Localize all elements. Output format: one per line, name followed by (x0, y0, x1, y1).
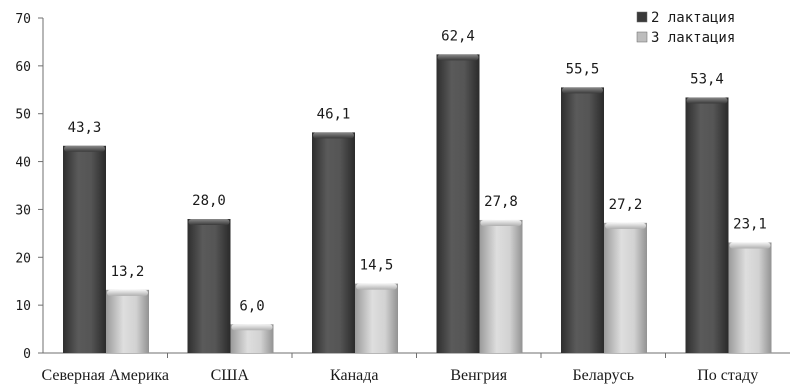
data-labels-layer: 43,3 28,0 46,1 62,4 55,5 53,4 13,2 6,0 14,5 27,8 2… (68, 28, 767, 314)
data-label: 13,2 (111, 264, 145, 280)
bar-body (685, 97, 729, 353)
bar-cap (686, 97, 728, 104)
bar-lactation-2 (187, 219, 231, 353)
y-tick-label: 0 (23, 347, 31, 362)
bar-cap (437, 54, 479, 61)
bar-body (479, 219, 523, 353)
bar-lactation-3 (604, 222, 647, 353)
y-tick-label: 20 (15, 251, 31, 266)
legend-swatch (636, 11, 648, 23)
bar-lactation-2 (312, 132, 355, 353)
bar-lactation-3 (106, 289, 149, 353)
data-label: 46,1 (317, 106, 351, 122)
data-label: 43,3 (68, 120, 102, 136)
bar-body (63, 145, 106, 353)
bar-cap (107, 289, 148, 296)
data-label: 23,1 (733, 216, 767, 232)
data-label: 53,4 (690, 71, 724, 87)
bar-body (436, 54, 480, 353)
bars-layer (63, 54, 772, 354)
x-category-label: Венгрия (450, 367, 507, 384)
bar-body (604, 222, 647, 353)
bar-lactation-3 (355, 283, 398, 353)
x-category-label: По стаду (697, 367, 758, 384)
bar-cap (729, 242, 771, 249)
x-category-label: Северная Америка (41, 367, 169, 384)
x-category-label: Беларусь (572, 367, 634, 384)
bar-lactation-2 (436, 54, 480, 353)
bar-body (187, 219, 231, 353)
bar-cap (231, 324, 273, 331)
bar-lactation-2 (685, 97, 729, 353)
bar-lactation-3 (479, 219, 523, 353)
data-label: 28,0 (192, 193, 226, 209)
bar-cap (313, 132, 354, 139)
bar-cap (562, 87, 603, 94)
bar-body (561, 87, 604, 354)
legend-label: 3 лактация (651, 30, 735, 46)
legend-swatch (636, 31, 648, 43)
bar-body (728, 242, 772, 353)
bar-cap (64, 145, 105, 152)
data-label: 27,2 (609, 197, 643, 213)
x-axis: Северная Америка США Канада Венгрия Беларусь… (41, 352, 790, 384)
x-category-label: США (211, 367, 250, 384)
y-axis: 0 10 20 30 40 50 60 70 (15, 12, 44, 362)
data-label: 14,5 (360, 258, 394, 274)
data-label: 27,8 (484, 194, 518, 210)
bar-body (312, 132, 355, 353)
bar-body (106, 289, 149, 353)
data-label: 6,0 (239, 298, 264, 314)
data-label: 62,4 (441, 28, 475, 44)
bar-lactation-3 (728, 242, 772, 353)
y-tick-label: 30 (15, 203, 31, 218)
x-category-label: Канада (330, 367, 378, 384)
bar-cap (356, 283, 397, 290)
bar-lactation-2 (561, 87, 604, 354)
y-tick-label: 40 (15, 156, 31, 171)
bar-lactation-3 (230, 324, 274, 353)
y-tick-label: 50 (15, 108, 31, 123)
y-tick-label: 70 (15, 12, 31, 27)
bar-cap (605, 222, 646, 229)
y-tick-label: 60 (15, 60, 31, 75)
legend: 2 лактация 3 лактация (636, 10, 735, 46)
bar-lactation-2 (63, 145, 106, 353)
bar-cap (188, 219, 230, 225)
legend-label: 2 лактация (651, 10, 735, 26)
y-tick-label: 10 (15, 299, 31, 314)
bar-cap (480, 219, 522, 226)
data-label: 55,5 (566, 61, 600, 77)
bar-body (355, 283, 398, 353)
